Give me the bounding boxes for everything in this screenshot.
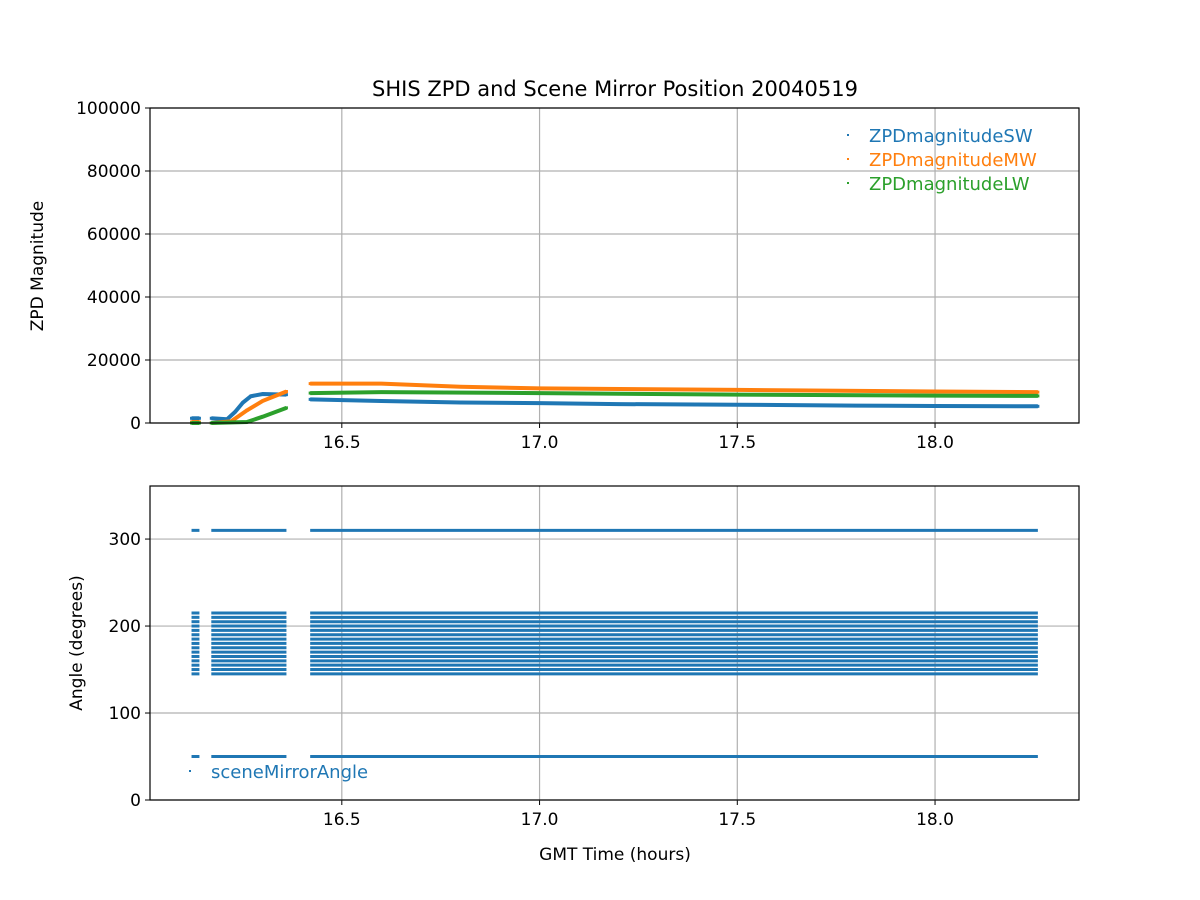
x-tick-label: 18.0 xyxy=(916,433,954,453)
data-point xyxy=(261,415,265,419)
data-segment xyxy=(310,390,1038,398)
data-point xyxy=(284,393,288,397)
data-point xyxy=(379,382,383,386)
legend-label: ZPDmagnitudeMW xyxy=(869,150,1037,171)
data-point xyxy=(538,401,542,405)
x-axis-label: GMT Time (hours) xyxy=(539,845,691,865)
data-point xyxy=(308,397,312,401)
data-point xyxy=(1036,394,1040,398)
data-point xyxy=(261,399,265,403)
legend-marker xyxy=(847,182,849,184)
data-point xyxy=(933,394,937,398)
data-point xyxy=(379,390,383,394)
data-point xyxy=(538,386,542,390)
data-point xyxy=(197,416,201,420)
data-point xyxy=(233,410,237,414)
data-point xyxy=(458,385,462,389)
y-tick-label: 40000 xyxy=(87,288,141,308)
legend-marker xyxy=(847,158,849,160)
data-segment xyxy=(310,397,1038,409)
y-tick-label: 20000 xyxy=(87,351,141,371)
data-point xyxy=(854,404,858,408)
x-tick-label: 18.0 xyxy=(916,810,954,830)
data-point xyxy=(617,402,621,406)
axes-frame xyxy=(149,107,1080,424)
data-point xyxy=(1036,404,1040,408)
x-tick-label: 17.0 xyxy=(521,433,559,453)
series-ZPDmagnitudeMW: ZPDmagnitudeMW xyxy=(190,150,1040,425)
data-point xyxy=(241,401,245,405)
data-point xyxy=(190,416,194,420)
x-tick-label: 17.5 xyxy=(718,433,756,453)
legend-marker xyxy=(847,134,849,136)
y-tick-label: 300 xyxy=(109,530,141,550)
data-point xyxy=(249,394,253,398)
data-point xyxy=(209,416,213,420)
x-tick-label: 17.5 xyxy=(718,810,756,830)
y-tick-label: 80000 xyxy=(87,162,141,182)
data-point xyxy=(538,391,542,395)
x-tick-label: 16.5 xyxy=(323,810,361,830)
data-point xyxy=(933,404,937,408)
axes-frame xyxy=(149,485,1080,801)
y-tick-label: 0 xyxy=(130,414,141,434)
data-point xyxy=(284,406,288,410)
angle-axes: 16.5 17.0 17.5 18.0 0 100 200 300 sceneMirrorAng… xyxy=(109,485,1080,830)
data-point xyxy=(1036,390,1040,394)
data-point xyxy=(735,403,739,407)
data-point xyxy=(284,390,288,393)
data-point xyxy=(225,417,229,421)
data-point xyxy=(308,391,312,395)
data-point xyxy=(735,388,739,392)
legend-label: sceneMirrorAngle xyxy=(211,762,368,783)
data-point xyxy=(261,392,265,396)
series-ZPDmagnitudeSW: ZPDmagnitudeSW xyxy=(190,126,1040,422)
y-tick-label: 100000 xyxy=(76,99,141,119)
data-point xyxy=(245,420,249,424)
y-tick-label: 200 xyxy=(109,617,141,637)
legend-label: ZPDmagnitudeLW xyxy=(869,174,1030,195)
data-point xyxy=(308,382,312,386)
x-tick-label: 16.5 xyxy=(323,433,361,453)
legend-label: ZPDmagnitudeSW xyxy=(869,126,1033,147)
data-point xyxy=(735,393,739,397)
y-axis-label-bottom: Angle (degrees) xyxy=(67,575,87,710)
y-axis-label-top: ZPD Magnitude xyxy=(28,201,48,331)
series-sceneMirrorAngle: sceneMirrorAngle xyxy=(189,528,1038,783)
chart-title: SHIS ZPD and Scene Mirror Position 20040… xyxy=(372,77,858,101)
data-point xyxy=(245,408,249,412)
zpd-axes: 16.5 17.0 17.5 18.0 0 20000 40000 60000 80000 100… xyxy=(76,99,1080,453)
data-point xyxy=(379,399,383,403)
data-point xyxy=(933,390,937,393)
data-point xyxy=(458,401,462,405)
series-ZPDmagnitudeLW: ZPDmagnitudeLW xyxy=(190,174,1040,425)
x-tick-label: 17.0 xyxy=(521,810,559,830)
y-tick-label: 100 xyxy=(109,704,141,724)
y-tick-label: 60000 xyxy=(87,225,141,245)
y-tick-label: 0 xyxy=(130,791,141,811)
legend-marker xyxy=(189,770,191,772)
